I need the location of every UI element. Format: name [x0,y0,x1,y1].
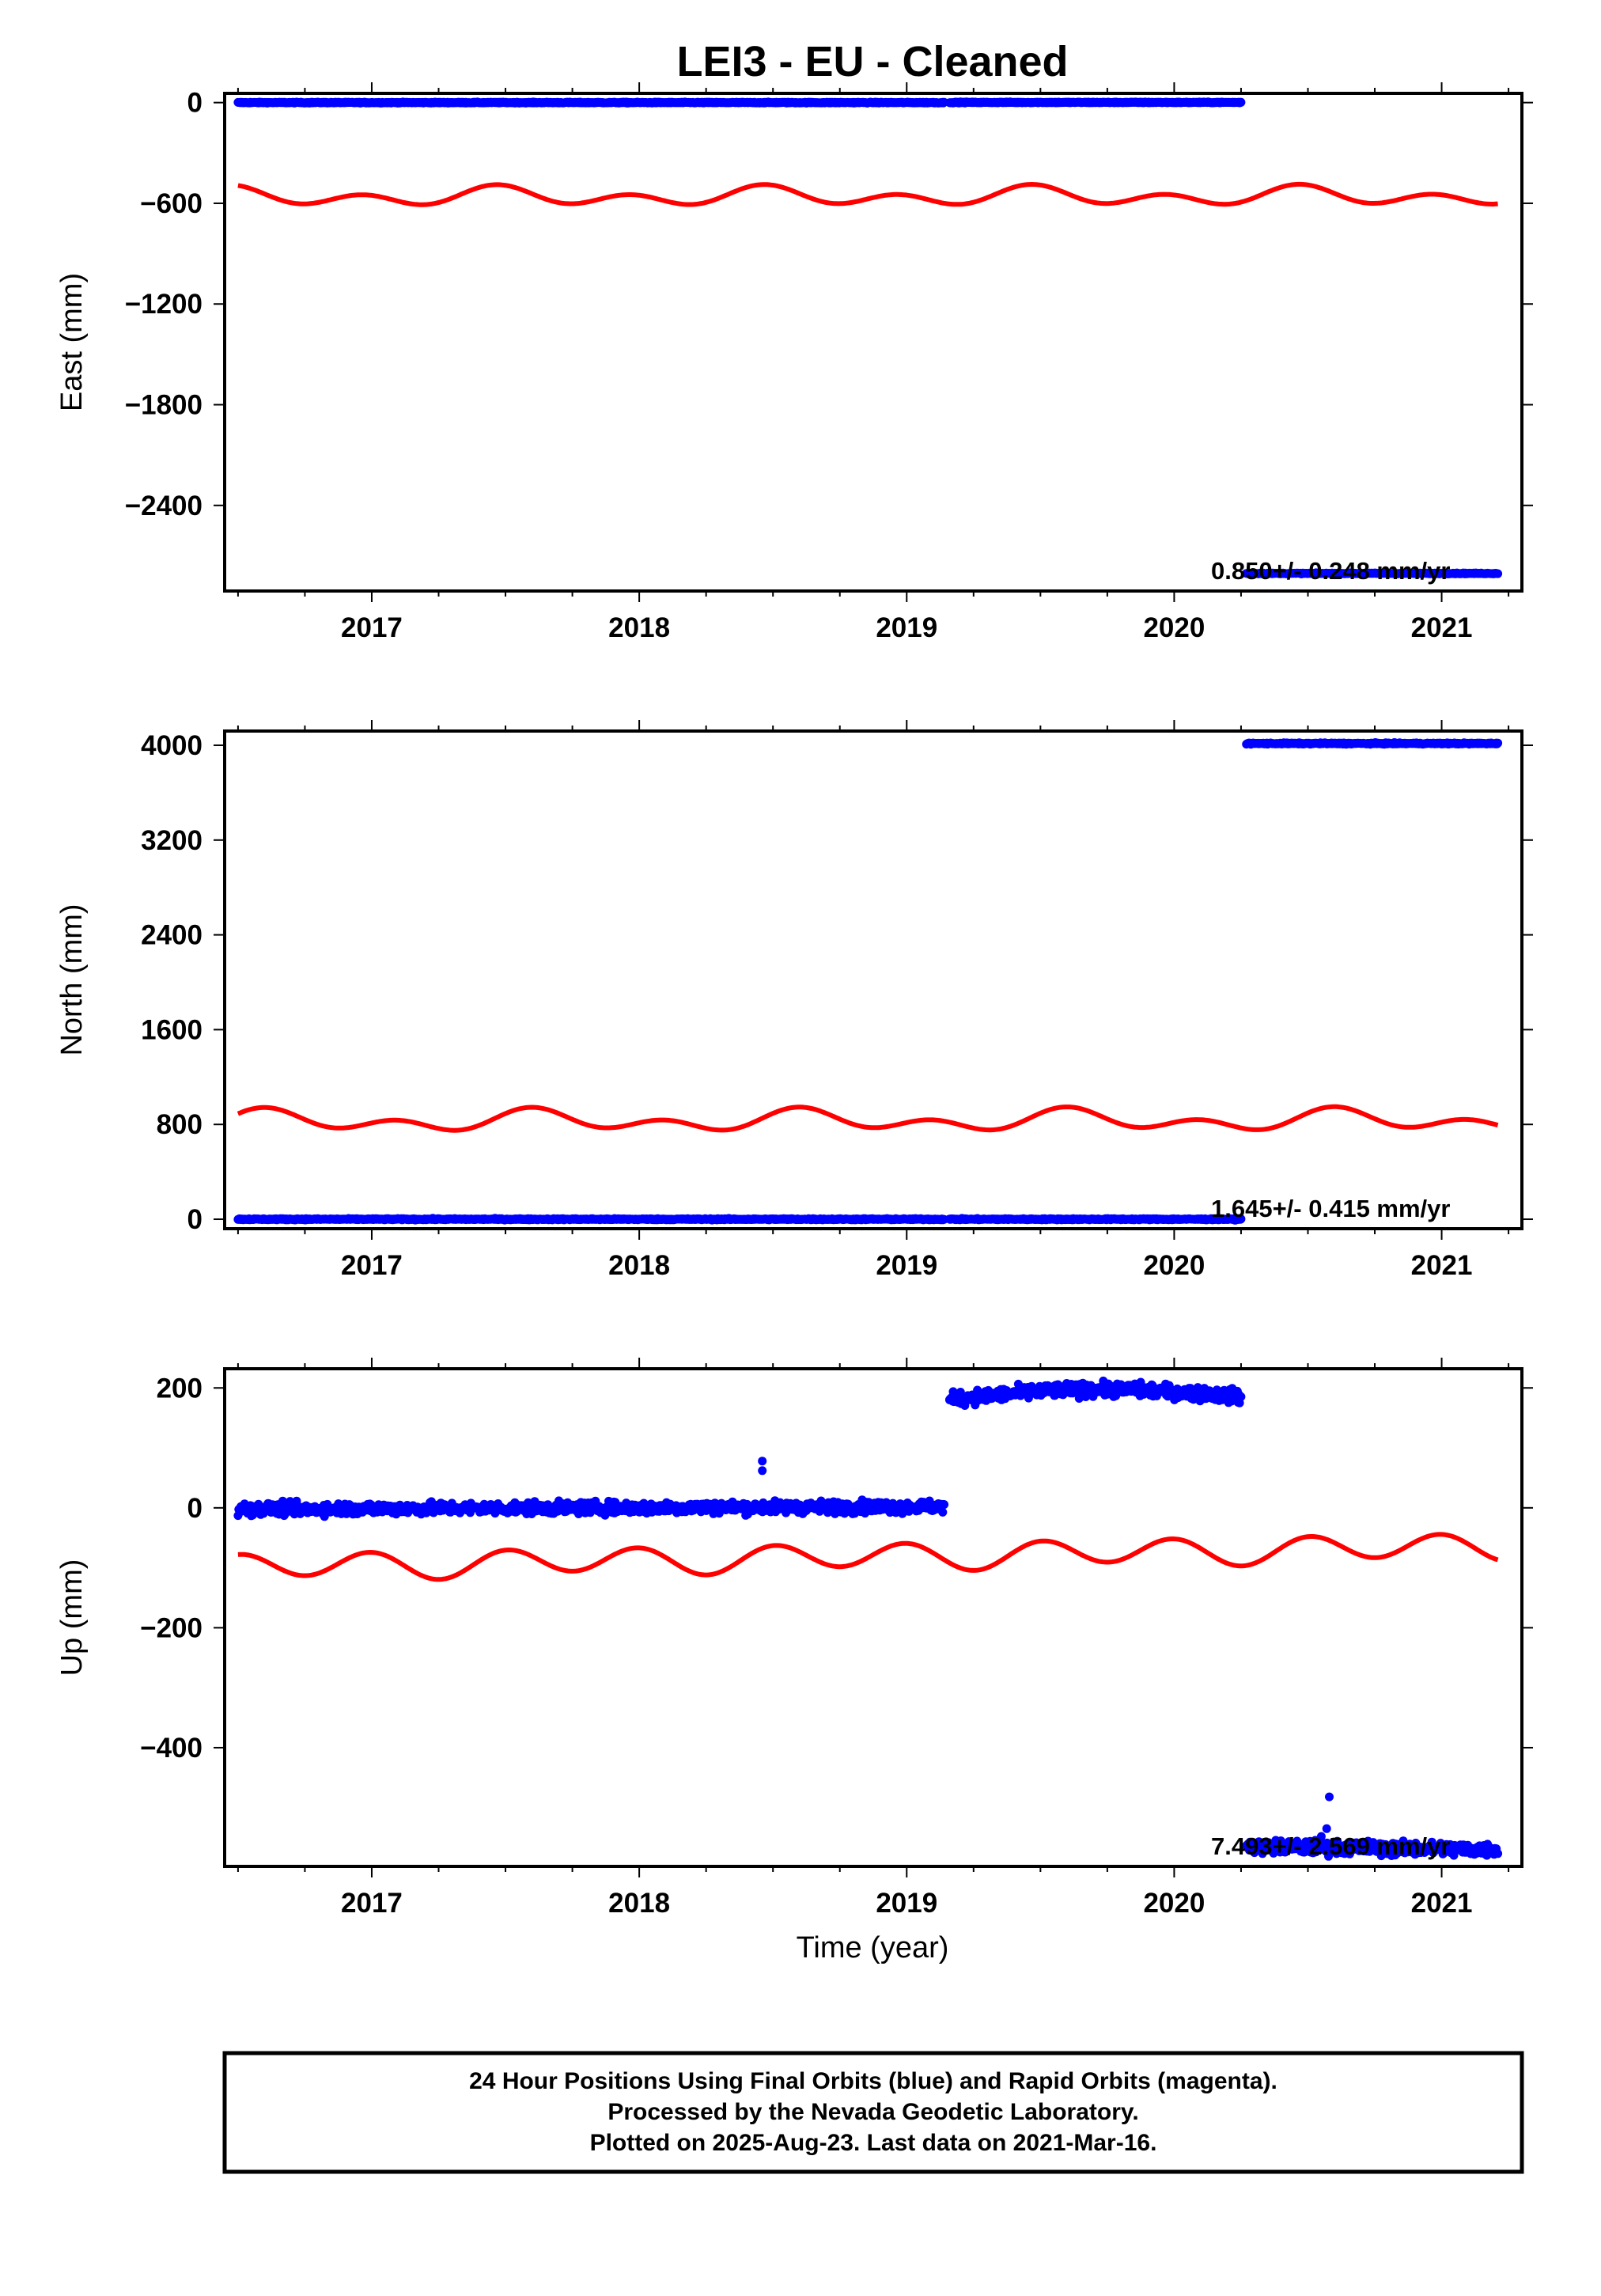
x-ticks [237,82,1510,602]
x-tick-label: 2018 [608,1250,670,1281]
y-axis-title: East (mm) [55,273,89,411]
plot-frame [223,92,1523,593]
x-tick-label: 2019 [876,1250,937,1281]
y-tick-label: −600 [140,188,202,219]
x-tick-label: 2021 [1411,1250,1473,1281]
data-point [940,1500,949,1510]
final-orbit-points [233,1376,1503,1861]
y-tick-label: 800 [157,1109,202,1140]
x-ticks [237,720,1510,1240]
y-tick-label: 3200 [141,825,202,856]
y-ticks [214,101,1533,506]
y-tick-label: 4000 [141,730,202,761]
x-tick-label: 2017 [341,612,403,643]
x-tick-label: 2019 [876,612,937,643]
y-tick-label: −1200 [125,289,202,320]
y-tick-label: −2400 [125,491,202,521]
y-tick-label: 2400 [141,920,202,951]
data-point [1236,97,1246,107]
x-tick-label: 2021 [1411,612,1473,643]
rate-annotation: 0.850+/- 0.248 mm/yr [1211,557,1450,585]
data-point [1493,738,1503,748]
figure-title: LEI3 - EU - Cleaned [676,38,1068,85]
panel-north: 2017 2018 2019 2020 2021 0 800 1600 2400 3200 4000… [55,720,1533,1281]
data-point [1493,569,1503,578]
panels: 2017 2018 2019 2020 2021 0 −600 −1200 −1800 −2400… [55,82,1533,1919]
panel-east: 2017 2018 2019 2020 2021 0 −600 −1200 −1800 −2400… [55,82,1533,643]
final-orbit-points [233,97,1503,578]
x-tick-label: 2018 [608,612,670,643]
y-axis-title: North (mm) [55,904,89,1055]
x-tick-label: 2020 [1143,612,1205,643]
plot-frame [223,729,1523,1230]
y-ticks [214,744,1533,1221]
data-point [938,1507,948,1517]
y-tick-label: 0 [187,1204,202,1235]
x-tick-label: 2020 [1143,1250,1205,1281]
model-curve [237,181,1498,207]
rate-annotation: 1.645+/- 0.415 mm/yr [1211,1195,1450,1222]
data-point [1236,1392,1246,1401]
y-tick-label: −1800 [125,390,202,421]
model-curve [237,1104,1499,1133]
y-tick-label: 0 [187,88,202,119]
y-tick-label: 1600 [141,1014,202,1045]
data-point [956,1388,965,1396]
x-tick-label: 2017 [341,1250,403,1281]
data-point [1236,1214,1246,1224]
final-orbit-points [233,738,1503,1225]
